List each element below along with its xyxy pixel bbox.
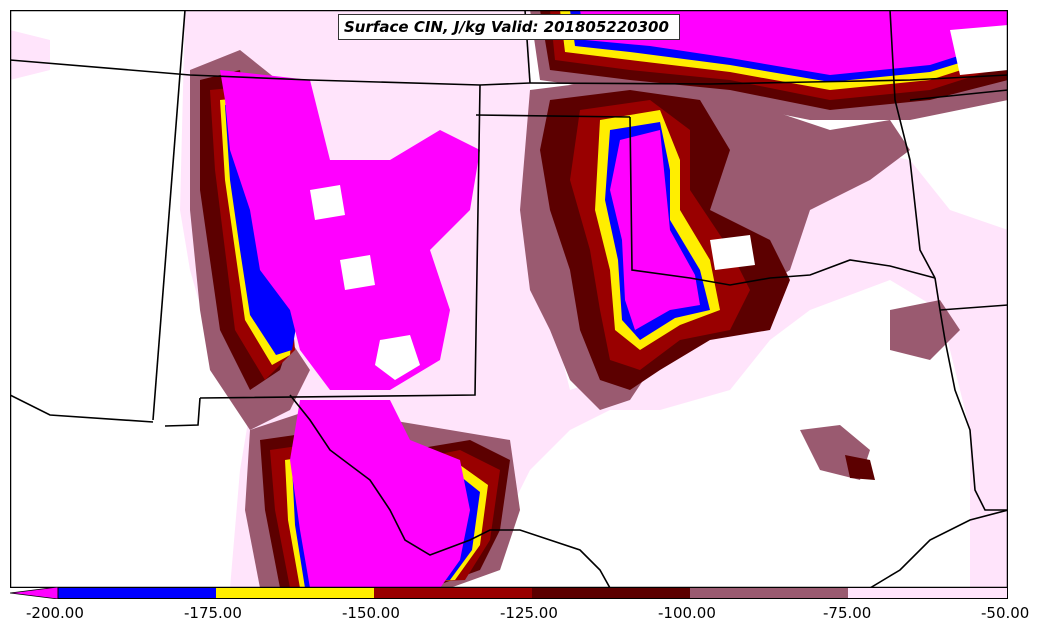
boundary-line bbox=[152, 10, 186, 421]
colorbar-tick-label: -50.00 bbox=[981, 604, 1030, 622]
cin-field-magenta bbox=[220, 10, 1008, 588]
colorbar-tick-label: -150.00 bbox=[342, 604, 400, 622]
boundary-line bbox=[869, 509, 1008, 588]
colorbar-bin bbox=[374, 587, 532, 599]
colorbar-tick-label: -125.00 bbox=[500, 604, 558, 622]
state-boundaries bbox=[10, 10, 1008, 588]
colorbar-bin bbox=[216, 587, 374, 599]
boundary-line bbox=[529, 74, 1008, 85]
map-title: Surface CIN, J/kg Valid: 201805220300 bbox=[338, 14, 680, 40]
colorbar-bin bbox=[690, 587, 848, 599]
boundary-line bbox=[934, 277, 1008, 511]
boundary-line bbox=[289, 394, 611, 588]
colorbar-tick-label: -200.00 bbox=[26, 604, 84, 622]
boundary-line bbox=[939, 304, 1008, 311]
colorbar-tick-label: -75.00 bbox=[823, 604, 872, 622]
boundary-line bbox=[629, 116, 936, 286]
colorbar bbox=[10, 587, 1008, 599]
colorbar-tick-label: -100.00 bbox=[658, 604, 716, 622]
colorbar-tick-label: -175.00 bbox=[184, 604, 242, 622]
colorbar-bin bbox=[58, 587, 216, 599]
boundary-line bbox=[10, 394, 154, 423]
colorbar-bin bbox=[848, 587, 1007, 599]
cin-field-clear bbox=[310, 25, 1008, 380]
boundary-line bbox=[164, 397, 201, 427]
boundary-line bbox=[475, 114, 631, 118]
colorbar-extend-arrow bbox=[10, 587, 59, 599]
colorbar-bin bbox=[532, 587, 690, 599]
cin-map bbox=[10, 10, 1008, 588]
boundary-line bbox=[10, 59, 531, 86]
colorbar-frame bbox=[57, 587, 1008, 599]
boundary-line bbox=[889, 10, 936, 279]
boundary-line bbox=[909, 89, 1008, 101]
